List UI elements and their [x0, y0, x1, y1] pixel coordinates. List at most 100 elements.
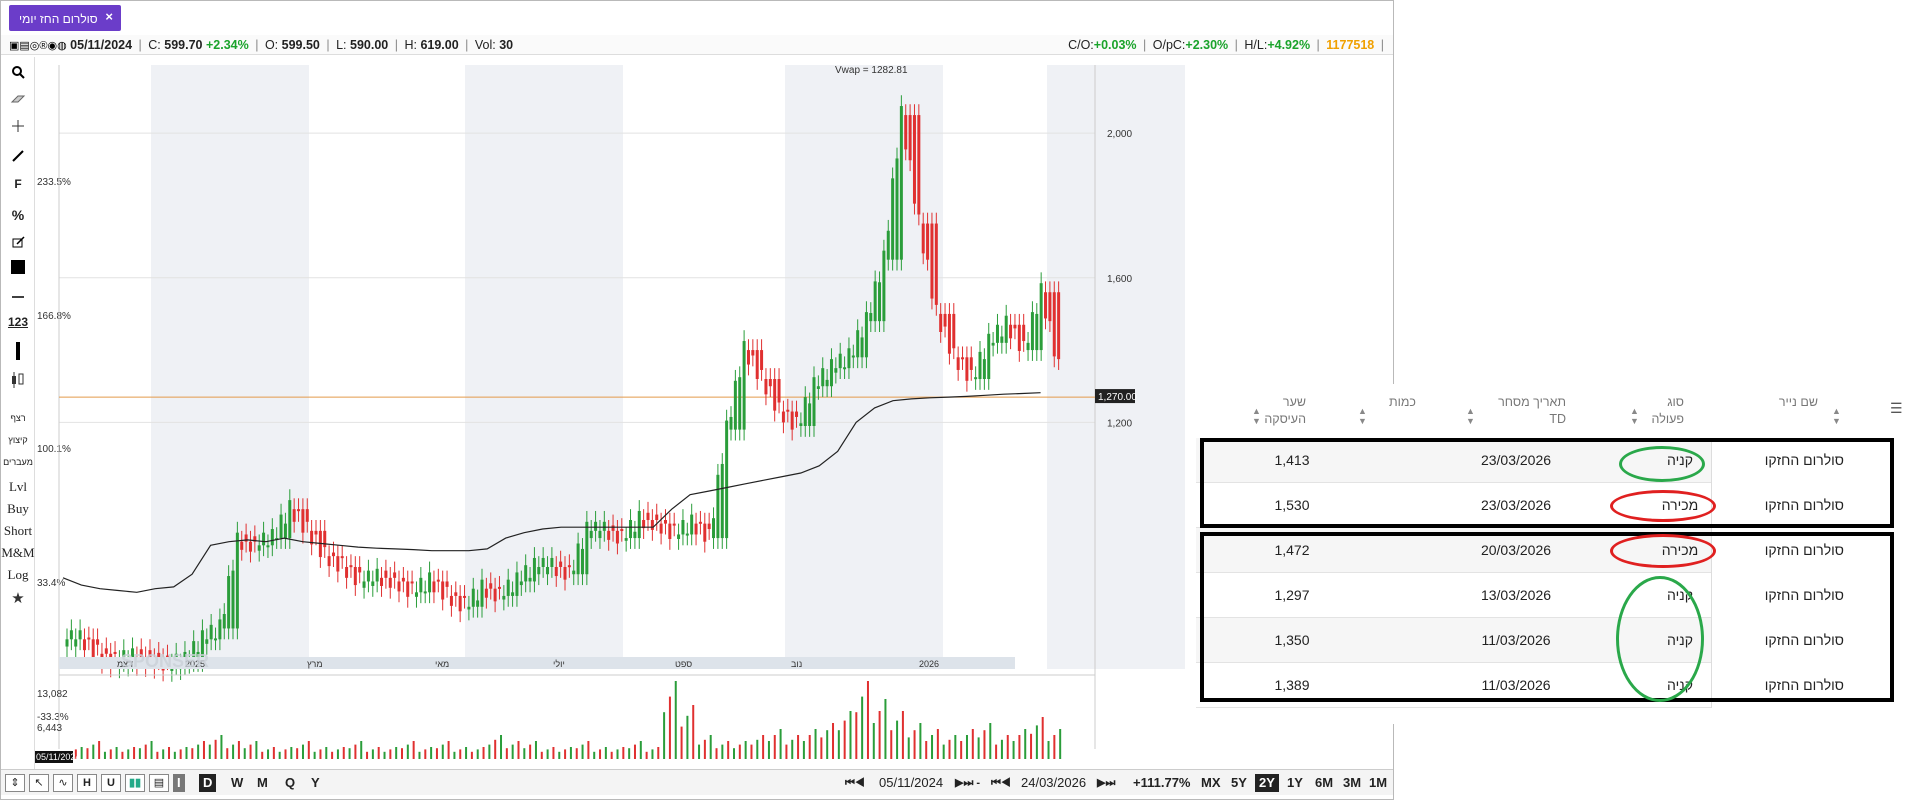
volume-bar [307, 741, 310, 759]
search-icon[interactable] [1, 65, 35, 82]
candle [358, 567, 362, 573]
tool-cut[interactable]: קיצוץ [8, 435, 28, 445]
volume-bar [255, 741, 258, 759]
volume-bar [639, 741, 642, 759]
tool-buy[interactable]: Buy [7, 501, 29, 516]
cursor-icon[interactable]: ↖ [29, 774, 49, 792]
range-5y[interactable]: 5Y [1231, 775, 1247, 790]
co-label: C/O: [1068, 38, 1094, 52]
interval-quarterly[interactable]: Q [285, 775, 296, 790]
volume-bar [371, 749, 374, 759]
candle [1017, 324, 1021, 351]
sort-icon[interactable]: ▲ ▼ [1630, 406, 1639, 426]
menu-icon[interactable]: ☰ [1890, 400, 1903, 416]
bar-icon[interactable] [1, 341, 35, 364]
percent-button[interactable]: % [11, 207, 25, 223]
cell-name: סולרום החזקו [1764, 497, 1844, 513]
candle [668, 523, 672, 539]
fibonacci-button[interactable]: F [14, 177, 22, 191]
end-date[interactable]: 24/03/2026 [1021, 775, 1087, 790]
edit-icon[interactable] [1, 235, 35, 252]
candle [1000, 336, 1004, 343]
tool-log[interactable]: Log [7, 567, 29, 582]
volume-bar [808, 735, 811, 759]
numbers-button[interactable]: 123 [7, 315, 29, 329]
range-mx[interactable]: MX [1201, 775, 1221, 790]
save-icon[interactable]: ▤ [149, 774, 169, 792]
line-chart-icon[interactable]: ∿ [53, 774, 73, 792]
interval-yearly[interactable]: Y [311, 775, 320, 790]
end-nav-back[interactable]: ⏮◀ [991, 777, 1011, 789]
row-menu-icon[interactable]: ⋮ [1908, 534, 1914, 550]
tool-transitions[interactable]: מעברים [3, 457, 33, 467]
hlc-icon[interactable]: H [77, 774, 97, 792]
open-label: O: [264, 38, 279, 52]
candle [301, 509, 305, 533]
sort-icon[interactable]: ▲ ▼ [1358, 406, 1367, 426]
candle [882, 250, 886, 322]
interval-intraday[interactable]: I [173, 774, 185, 792]
volume-bar [424, 749, 427, 759]
candle [489, 583, 493, 589]
color-icon[interactable] [1, 259, 35, 278]
candle [969, 357, 973, 370]
interval-weekly[interactable]: W [231, 775, 244, 790]
header-qty[interactable]: כמות [1356, 394, 1416, 411]
range-1m[interactable]: 1M [1369, 775, 1388, 790]
indicators-icon[interactable]: ⇕ [5, 774, 25, 792]
start-nav-arrows[interactable]: ⏮◀ [845, 777, 865, 789]
row-menu-icon[interactable]: ⋮ [1908, 444, 1914, 460]
tool-lvl[interactable]: Lvl [8, 479, 28, 494]
underline-icon[interactable]: U [101, 774, 121, 792]
chart-tab[interactable]: סולרום החז יומי × [9, 5, 121, 31]
volume-bar [115, 747, 118, 759]
header-price[interactable]: שער העיסקה [1246, 394, 1306, 428]
range-6m[interactable]: 6M [1315, 775, 1334, 790]
close-icon[interactable]: × [105, 9, 113, 24]
name-cell [1711, 618, 1897, 663]
end-nav-forward[interactable]: ▶⏭ [1097, 777, 1116, 789]
month-band [465, 65, 623, 669]
candle [1057, 292, 1061, 360]
eraser-icon[interactable] [1, 93, 35, 107]
candle [821, 368, 825, 387]
tool-short[interactable]: Short [3, 523, 33, 538]
sort-icon[interactable]: ▲ ▼ [1832, 406, 1841, 426]
header-price-label: שער העיסקה [1264, 395, 1306, 426]
start-date[interactable]: 05/11/2024 [879, 775, 944, 790]
line-icon[interactable] [1, 149, 35, 166]
row-menu-icon[interactable]: ⋮ [1908, 489, 1914, 505]
volume-bar [272, 747, 275, 759]
price-chart[interactable]: 233.5% 166.8% 100.1% 33.4% -33.3% 2,000 1,600 1… [35, 57, 1393, 769]
star-icon[interactable]: ★ [11, 590, 25, 607]
candle-icon[interactable] [1, 371, 35, 392]
sort-icon[interactable]: ▲ ▼ [1252, 406, 1261, 426]
candles-icon[interactable]: ▮▮ [125, 774, 145, 792]
volume-bar [540, 751, 543, 759]
crosshair-icon[interactable] [1, 119, 35, 136]
volume-bar [756, 739, 759, 759]
row-menu-icon[interactable]: ⋮ [1908, 669, 1914, 685]
range-3m[interactable]: 3M [1343, 775, 1362, 790]
volume-bar [744, 741, 747, 759]
start-nav-forward[interactable]: ▶⏭ - [955, 777, 981, 789]
header-type[interactable]: סוג פעולה [1628, 394, 1684, 428]
annotation-ring-green [1616, 576, 1704, 702]
sort-icon[interactable]: ▲ ▼ [1466, 406, 1475, 426]
row-menu-icon[interactable]: ⋮ [1908, 579, 1914, 595]
candle [205, 639, 209, 644]
header-date[interactable]: תאריך מסחר TD [1466, 394, 1566, 428]
tool-mm[interactable]: M&M [1, 545, 35, 560]
interval-monthly[interactable]: M [257, 775, 268, 790]
range-2y[interactable]: 2Y [1255, 774, 1279, 792]
range-1y[interactable]: 1Y [1287, 775, 1303, 790]
interval-daily[interactable]: D [199, 774, 217, 792]
header-name[interactable]: שם נייר [1748, 394, 1818, 411]
row-menu-icon[interactable]: ⋮ [1908, 624, 1914, 640]
candle [764, 379, 768, 395]
tool-sequence[interactable]: רצף [10, 413, 26, 423]
dash-icon[interactable] [1, 289, 35, 303]
